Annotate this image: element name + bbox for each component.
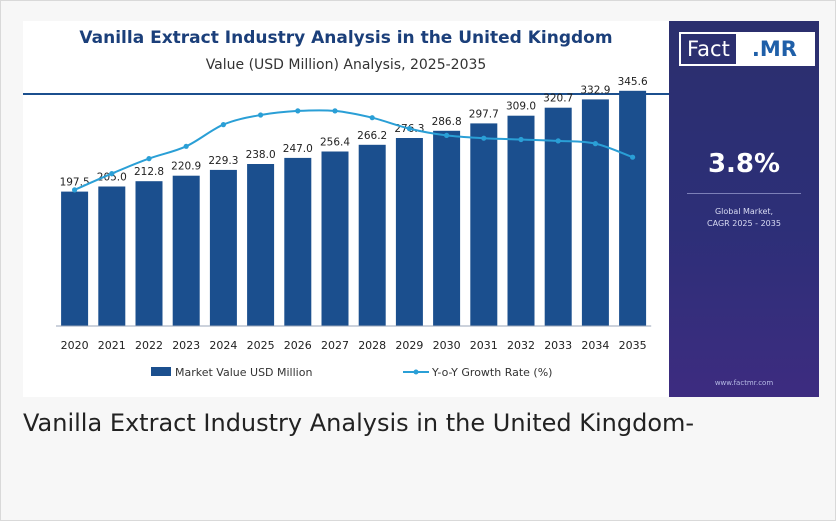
bar-2027 xyxy=(321,151,349,326)
bar-2033 xyxy=(544,107,572,326)
x-tick-2027: 2027 xyxy=(321,339,349,352)
chart-subtitle: Value (USD Million) Analysis, 2025-2035 xyxy=(205,57,487,73)
bar-label-2026: 247.0 xyxy=(283,143,313,155)
growth-point-2024 xyxy=(220,122,226,128)
bar-labels-layer: 197.5 205.0 212.8 220.9 229.3 238.0 247.0 256.4… xyxy=(60,76,648,189)
factmr-sidebar: Fact .MR 3.8% Global Market, CAGR 2025 -… xyxy=(669,21,819,397)
legend: Market Value USD Million Y-o-Y Growth Ra… xyxy=(151,366,552,379)
chart-panel: Vanilla Extract Industry Analysis in the… xyxy=(23,21,669,397)
factmr-logo: Fact .MR xyxy=(679,32,815,66)
bar-2035 xyxy=(619,90,647,326)
growth-point-2023 xyxy=(183,143,189,149)
website-link[interactable]: www.factmr.com xyxy=(714,379,774,387)
x-tick-2035: 2035 xyxy=(619,339,647,352)
x-tick-2025: 2025 xyxy=(247,339,275,352)
x-tick-2026: 2026 xyxy=(284,339,312,352)
legend-bar-label: Market Value USD Million xyxy=(175,366,312,379)
title-divider xyxy=(23,93,669,95)
bar-2025 xyxy=(247,164,275,326)
growth-point-2020 xyxy=(72,187,78,193)
bar-label-2033: 320.7 xyxy=(543,93,573,105)
growth-point-2035 xyxy=(630,154,636,160)
x-tick-2022: 2022 xyxy=(135,339,163,352)
growth-point-2032 xyxy=(518,136,524,143)
bar-2032 xyxy=(507,115,535,326)
bar-2020 xyxy=(61,191,89,326)
growth-rate-line xyxy=(74,109,633,191)
x-tick-2028: 2028 xyxy=(358,339,386,352)
bar-label-2023: 220.9 xyxy=(171,161,201,173)
cagr-label-line2: CAGR 2025 - 2035 xyxy=(707,219,781,228)
legend-bar-swatch xyxy=(151,367,171,376)
logo-text-fact: Fact xyxy=(687,37,730,61)
bar-label-2032: 309.0 xyxy=(506,101,536,113)
growth-point-2027 xyxy=(332,108,338,114)
bar-label-2021: 205.0 xyxy=(97,172,127,184)
growth-point-2022 xyxy=(146,156,152,162)
bar-label-2025: 238.0 xyxy=(246,149,276,161)
growth-point-2031 xyxy=(481,135,487,141)
growth-point-2034 xyxy=(592,141,599,147)
x-tick-2020: 2020 xyxy=(61,339,89,352)
growth-line-layer xyxy=(72,108,636,193)
chart-title: Vanilla Extract Industry Analysis in the… xyxy=(79,28,613,48)
x-tick-2033: 2033 xyxy=(544,339,572,352)
bar-2030 xyxy=(433,130,461,326)
growth-point-2026 xyxy=(295,108,301,114)
bar-line-chart: 197.5 205.0 212.8 220.9 229.3 238.0 247.0 256.4… xyxy=(56,76,652,379)
x-tick-2031: 2031 xyxy=(470,339,498,352)
bar-label-2030: 286.8 xyxy=(432,116,462,128)
bar-label-2024: 229.3 xyxy=(208,155,238,167)
x-tick-2032: 2032 xyxy=(507,339,535,352)
cagr-label-line1: Global Market, xyxy=(714,207,774,216)
bar-label-2028: 266.2 xyxy=(357,130,387,142)
growth-point-2025 xyxy=(258,112,264,118)
bars-layer xyxy=(61,90,647,327)
bar-2022 xyxy=(135,181,163,326)
bar-2021 xyxy=(98,186,126,326)
bar-label-2031: 297.7 xyxy=(469,108,499,120)
legend-line-label: Y-o-Y Growth Rate (%) xyxy=(431,366,552,379)
growth-point-2021 xyxy=(109,171,115,177)
growth-point-2028 xyxy=(369,115,375,121)
bar-2028 xyxy=(358,144,386,326)
bar-2026 xyxy=(284,157,312,326)
bar-2029 xyxy=(395,138,423,326)
bar-label-2027: 256.4 xyxy=(320,137,350,149)
x-tick-2024: 2024 xyxy=(209,339,237,352)
bar-2034 xyxy=(581,99,609,327)
bar-label-2022: 212.8 xyxy=(134,166,164,178)
bar-label-2020: 197.5 xyxy=(60,177,90,189)
cagr-divider xyxy=(687,193,801,194)
x-axis-layer: 2020 2021 2022 2023 2024 2025 2026 2027 2028 2029… xyxy=(56,325,652,352)
x-tick-2030: 2030 xyxy=(433,339,461,352)
x-tick-2023: 2023 xyxy=(172,339,200,352)
x-tick-2029: 2029 xyxy=(395,339,423,352)
infographic-card: Vanilla Extract Industry Analysis in the… xyxy=(23,21,819,397)
logo-text-mr: .MR xyxy=(735,34,813,64)
figure-caption: Vanilla Extract Industry Analysis in the… xyxy=(23,409,695,437)
bar-2024 xyxy=(209,169,237,326)
bar-label-2035: 345.6 xyxy=(618,76,648,88)
x-tick-2034: 2034 xyxy=(581,339,609,352)
x-tick-2021: 2021 xyxy=(98,339,126,352)
legend-line-marker xyxy=(413,369,419,375)
growth-point-2029 xyxy=(406,126,412,132)
growth-point-2033 xyxy=(555,138,561,144)
cagr-value: 3.8% xyxy=(707,149,781,179)
bar-2031 xyxy=(470,123,498,327)
cagr-label: Global Market, CAGR 2025 - 2035 xyxy=(669,206,819,230)
bar-2023 xyxy=(172,175,200,326)
bar-label-2034: 332.9 xyxy=(580,84,610,96)
growth-point-2030 xyxy=(444,132,450,138)
